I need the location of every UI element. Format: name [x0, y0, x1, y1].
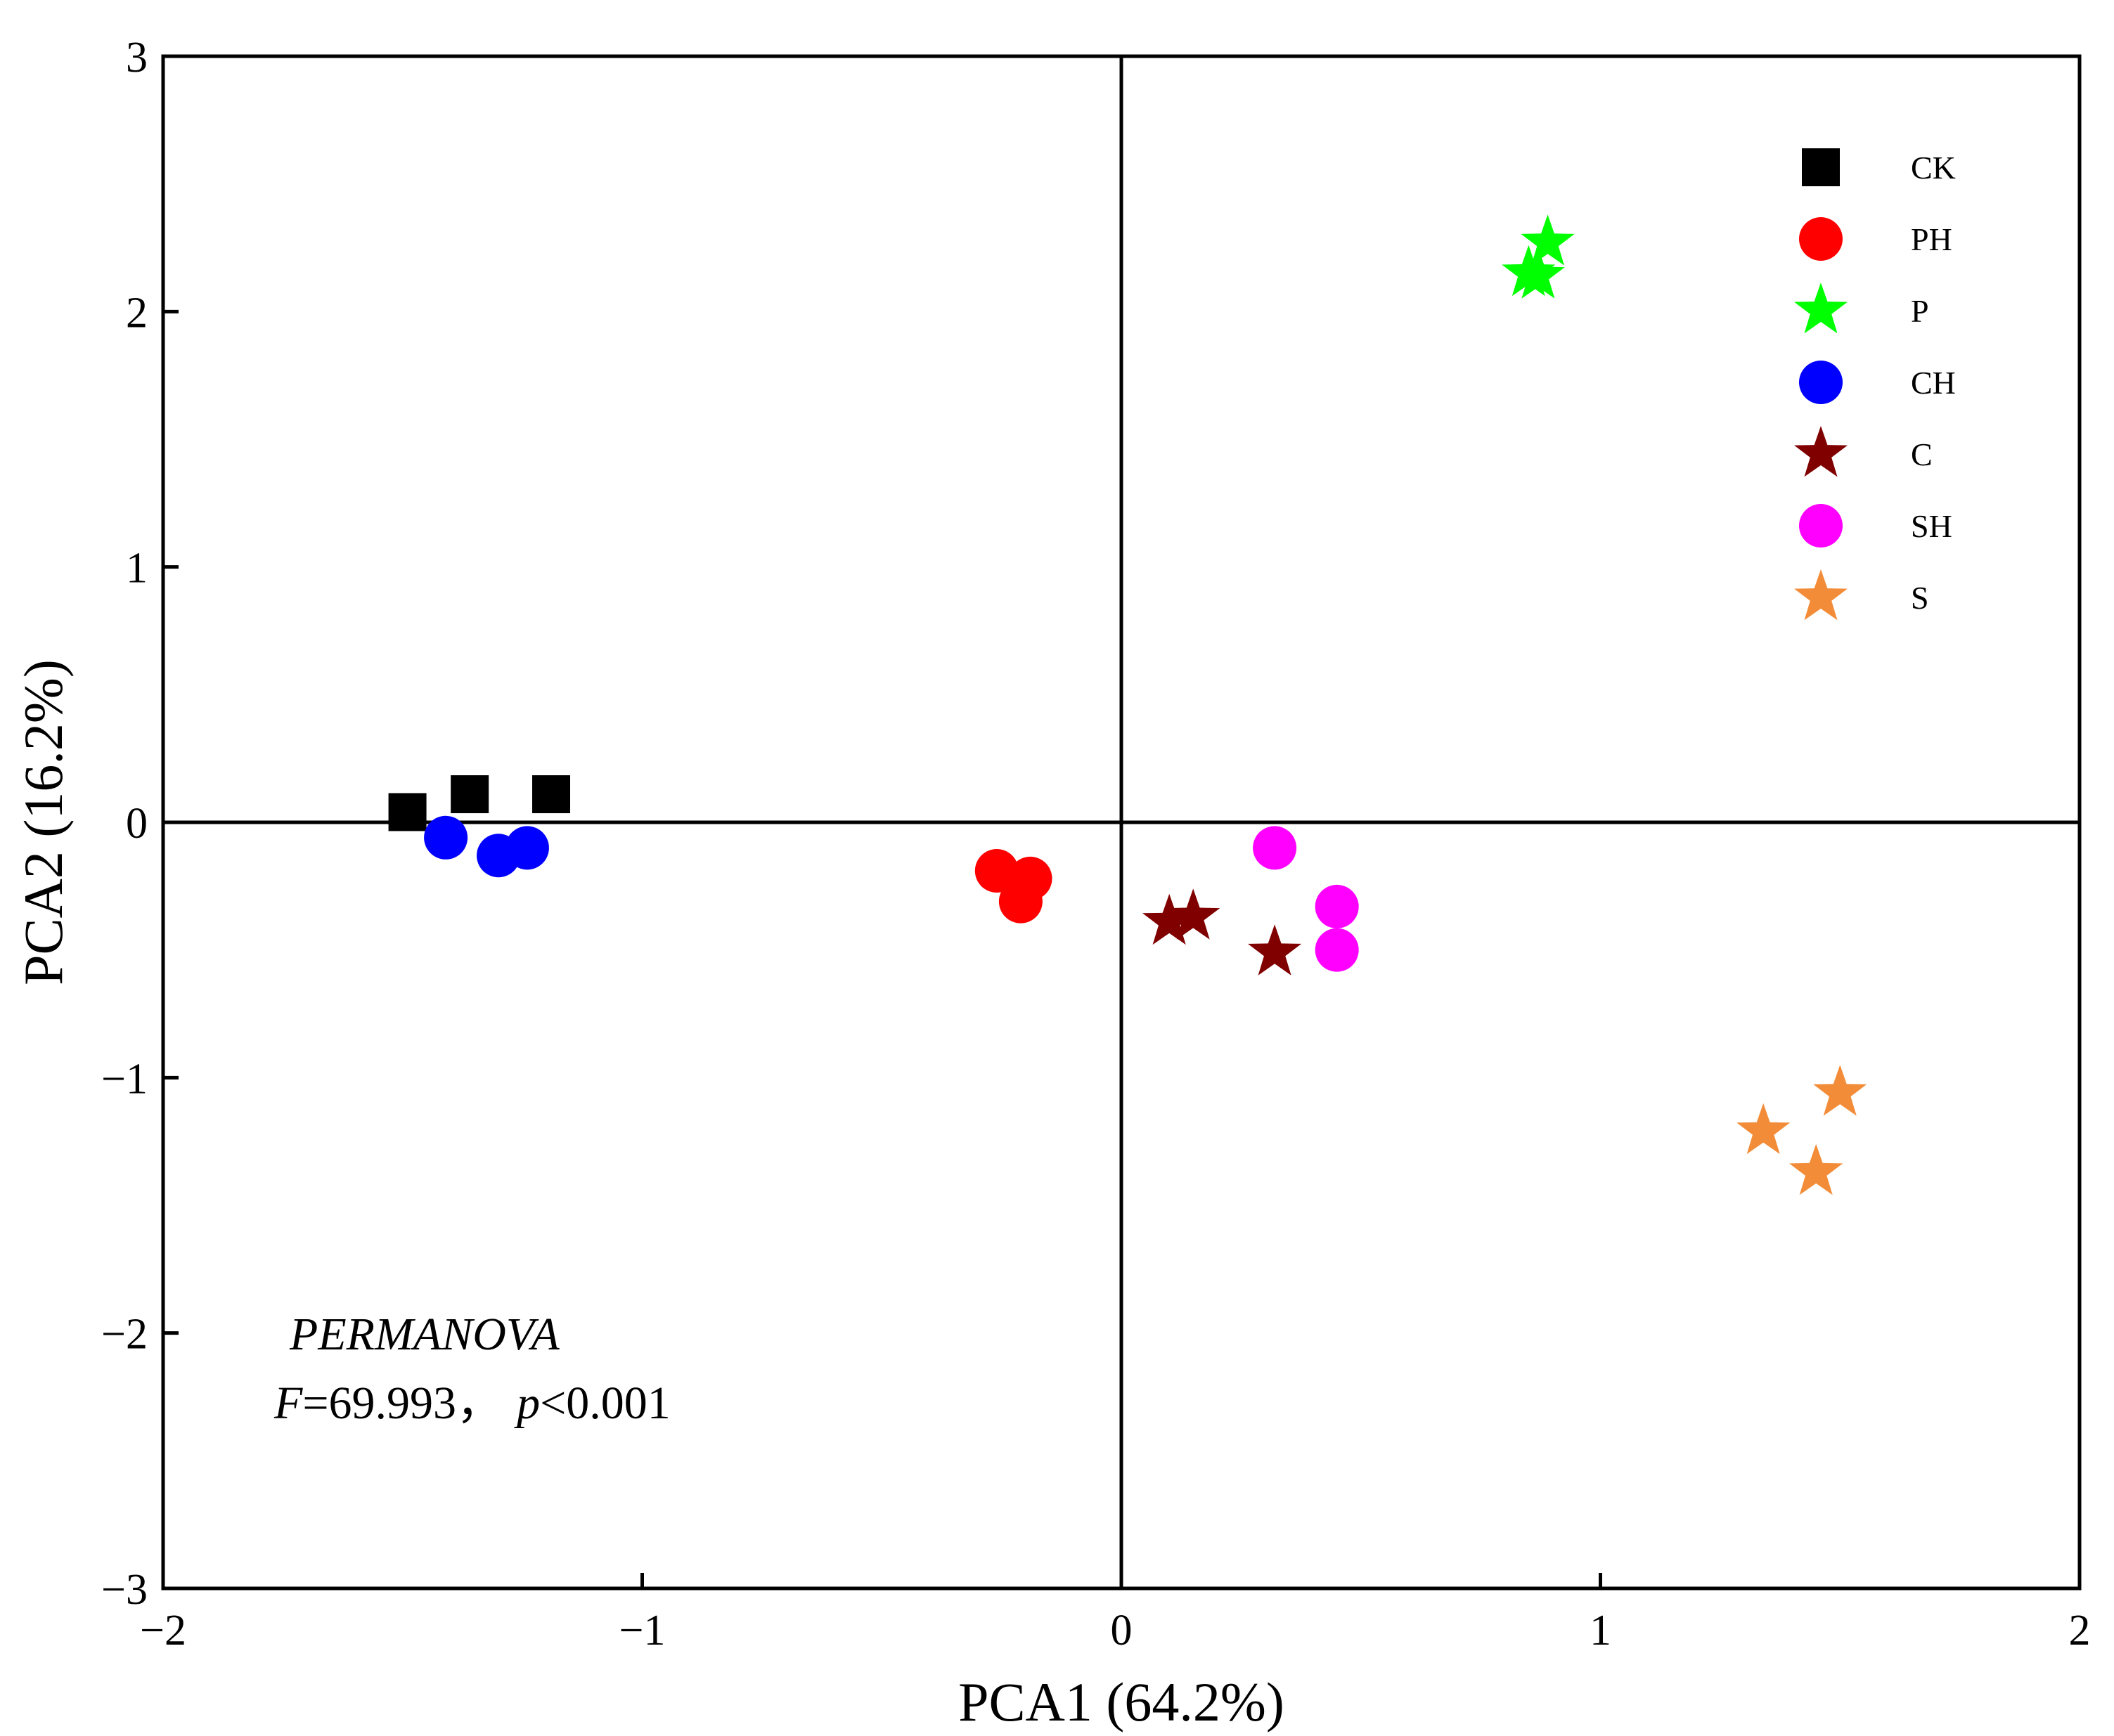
legend-label-sh: SH	[1911, 508, 1952, 544]
y-tick-label: 0	[126, 800, 148, 848]
x-tick-label: −1	[619, 1607, 666, 1654]
point-c	[1166, 888, 1220, 940]
point-p	[1521, 214, 1575, 266]
legend-label-c: C	[1911, 436, 1933, 472]
point-p	[1511, 247, 1565, 299]
legend-label-p: P	[1911, 293, 1929, 329]
point-ph	[998, 879, 1043, 924]
y-tick-label: 1	[126, 545, 148, 592]
point-s	[1789, 1144, 1843, 1196]
y-tick-label: 3	[126, 34, 148, 82]
point-ph	[974, 849, 1019, 893]
point-c	[1248, 924, 1302, 976]
x-axis-title: PCA1 (64.2%)	[958, 1671, 1284, 1732]
legend: CK PH P CH C SH S	[1794, 148, 1956, 621]
y-tick-label: 2	[126, 289, 148, 337]
f-statistic-label: F	[273, 1378, 303, 1429]
legend-label-ph: PH	[1911, 221, 1952, 257]
f-statistic-value: =69.993，	[302, 1378, 503, 1429]
permanova-stats: F=69.993， p<0.001	[273, 1378, 671, 1429]
x-tick-label: 0	[1111, 1607, 1133, 1654]
y-tick-label: −3	[101, 1566, 148, 1614]
permanova-label: PERMANOVA	[289, 1309, 560, 1360]
y-tick-label: −1	[101, 1055, 148, 1103]
legend-marker-ph	[1799, 217, 1843, 261]
legend-label-ch: CH	[1911, 365, 1956, 401]
legend-label-ck: CK	[1911, 150, 1956, 186]
x-tick-label: −2	[140, 1607, 186, 1654]
x-tick-label: 1	[1590, 1607, 1611, 1654]
legend-marker-ch	[1799, 361, 1843, 404]
point-ck	[388, 793, 427, 831]
p-value-label: p	[514, 1378, 540, 1429]
point-s	[1813, 1065, 1867, 1116]
y-axis-title: PCA2 (16.2%)	[13, 659, 74, 985]
reference-lines	[163, 56, 2080, 1588]
point-ch	[424, 815, 468, 860]
legend-marker-s	[1794, 569, 1848, 621]
point-s	[1736, 1103, 1791, 1154]
legend-marker-sh	[1799, 504, 1843, 548]
legend-marker-c	[1794, 426, 1848, 477]
point-ch	[505, 826, 549, 870]
point-ck	[451, 775, 489, 814]
p-value-value: <0.001	[540, 1378, 671, 1429]
plot-frame	[161, 54, 2082, 1591]
legend-marker-ck	[1802, 148, 1840, 186]
legend-marker-p	[1794, 283, 1848, 334]
point-ck	[532, 775, 571, 814]
legend-label-s: S	[1911, 580, 1929, 616]
data-points	[388, 214, 1867, 1196]
point-c	[1142, 893, 1197, 945]
point-sh	[1315, 884, 1359, 928]
point-sh	[1315, 928, 1359, 972]
point-sh	[1253, 826, 1297, 870]
y-tick-label: −2	[101, 1311, 148, 1359]
x-tick-label: 2	[2069, 1607, 2091, 1654]
